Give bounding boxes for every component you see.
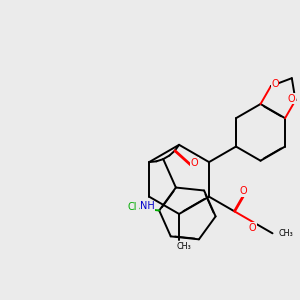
Text: CH₃: CH₃ — [177, 242, 192, 250]
Text: O: O — [239, 186, 247, 196]
Text: Cl: Cl — [127, 202, 137, 212]
Text: O: O — [249, 223, 256, 233]
Text: NH: NH — [140, 201, 155, 212]
Text: O: O — [271, 79, 279, 89]
Text: O: O — [191, 158, 198, 168]
Text: CH₃: CH₃ — [279, 229, 293, 238]
Text: O: O — [287, 94, 295, 103]
